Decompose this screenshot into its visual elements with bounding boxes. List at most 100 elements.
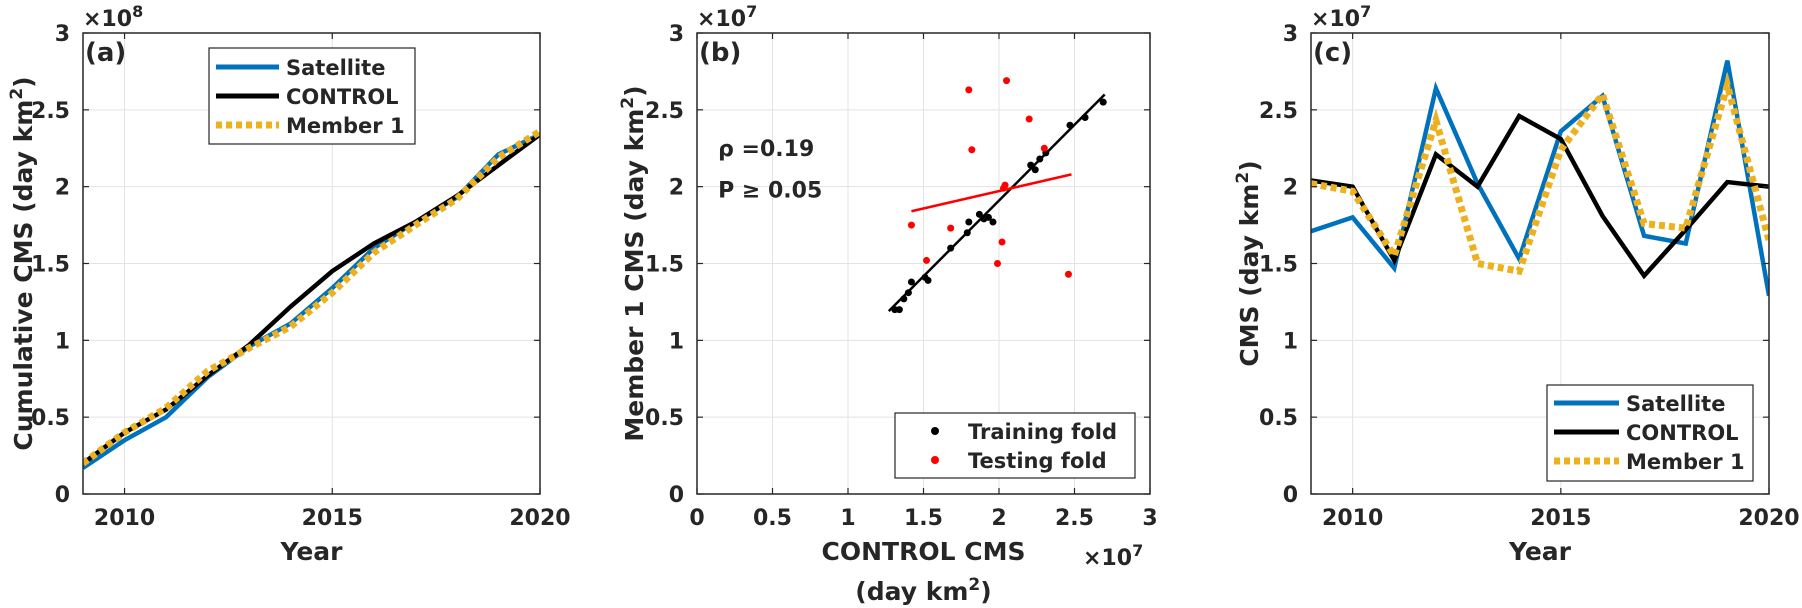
y-tick-label: 1.5 bbox=[31, 253, 70, 278]
point-testing-fold bbox=[993, 260, 1001, 267]
exponent-base: ×10 bbox=[697, 7, 746, 32]
units-end: ) bbox=[980, 577, 991, 606]
legend: Training fold Testing fold bbox=[894, 412, 1136, 479]
y-label-end: ) bbox=[620, 85, 649, 96]
series-line-control bbox=[1311, 112, 1769, 280]
y-axis-label: Cumulative CMS (day km2) bbox=[7, 76, 38, 450]
x-tick-label: 2010 bbox=[94, 506, 155, 531]
x-tick-label: 1 bbox=[840, 506, 855, 531]
y-tick-label: 2.5 bbox=[31, 99, 70, 124]
plot-area bbox=[83, 128, 540, 470]
point-training-fold bbox=[895, 306, 903, 314]
panel-b: ρ =0.19 P ≥ 0.05 0 0.5 1 1.5 2 2.5 3 0 0.5 1 1.5 2 2.5… bbox=[618, 2, 1158, 607]
y-label-end: ) bbox=[1235, 160, 1264, 171]
panel-label: (c) bbox=[1313, 38, 1352, 68]
y-tick-label: 0.5 bbox=[31, 406, 70, 431]
point-training-fold bbox=[924, 276, 932, 284]
y-tick-label: 0.5 bbox=[1259, 406, 1298, 431]
x-axis-label-units: (day km2) bbox=[855, 575, 991, 606]
x-tick-label: 2 bbox=[991, 506, 1006, 531]
legend-marker bbox=[931, 427, 939, 435]
point-training-fold bbox=[1031, 166, 1039, 174]
exponent-power: 7 bbox=[1132, 541, 1143, 560]
exponent-base: ×10 bbox=[1083, 546, 1132, 571]
legend-label: Satellite bbox=[1626, 392, 1725, 416]
y-tick-label: 3 bbox=[55, 22, 70, 47]
point-training-fold bbox=[907, 278, 915, 286]
point-testing-fold bbox=[1025, 115, 1033, 123]
exponent-base: ×10 bbox=[1311, 7, 1360, 32]
x-tick-label: 1.5 bbox=[904, 506, 943, 531]
y-label-sup: 2 bbox=[1233, 172, 1253, 184]
y-label-text: Member 1 CMS (day km bbox=[620, 109, 649, 442]
y-label-text: CMS (day km bbox=[1235, 184, 1264, 367]
exponent-base: ×10 bbox=[83, 7, 132, 32]
annotation-rho: ρ =0.19 bbox=[718, 137, 814, 162]
legend-label: Testing fold bbox=[968, 449, 1107, 473]
y-tick-label: 0 bbox=[669, 483, 684, 508]
ticks bbox=[1311, 32, 1770, 495]
point-testing-fold bbox=[968, 146, 976, 154]
y-tick-label: 1 bbox=[1283, 329, 1298, 354]
y-tick-label: 1 bbox=[55, 329, 70, 354]
legend-label: CONTROL bbox=[286, 85, 399, 109]
y-tick-label: 0.5 bbox=[645, 406, 684, 431]
testing-fit-line bbox=[911, 173, 1072, 213]
point-testing-fold bbox=[907, 221, 915, 229]
legend: Satellite CONTROL Member 1 bbox=[208, 47, 416, 145]
x-tick-label: 2020 bbox=[509, 506, 570, 531]
y-tick-label: 2 bbox=[669, 176, 684, 201]
x-axis-label: CONTROL CMS bbox=[822, 537, 1026, 566]
y-tick-label: 2.5 bbox=[1259, 99, 1298, 124]
series-line-member-1 bbox=[1311, 72, 1769, 276]
y-axis-label: CMS (day km2) bbox=[1233, 160, 1264, 366]
x-tick-label: 2020 bbox=[1738, 506, 1799, 531]
y-label-sup: 2 bbox=[618, 97, 638, 109]
point-training-fold bbox=[1036, 155, 1044, 163]
y-tick-label: 2 bbox=[55, 176, 70, 201]
legend-label: Satellite bbox=[286, 56, 385, 80]
ticks bbox=[696, 32, 1151, 495]
x-tick-label: 2015 bbox=[302, 506, 363, 531]
point-training-fold bbox=[904, 289, 912, 297]
annotation-p: P ≥ 0.05 bbox=[718, 178, 822, 203]
point-testing-fold bbox=[1001, 181, 1009, 189]
legend: Satellite CONTROL Member 1 bbox=[1546, 384, 1754, 482]
point-training-fold bbox=[975, 210, 983, 218]
x-tick-label: 0 bbox=[689, 506, 704, 531]
panel-label: (b) bbox=[699, 38, 741, 68]
x-tick-label: 3 bbox=[1142, 506, 1157, 531]
y-tick-label: 1.5 bbox=[645, 253, 684, 278]
y-tick-label: 3 bbox=[1283, 22, 1298, 47]
x-exponent-label: ×107 bbox=[1083, 541, 1143, 572]
y-label-sup: 2 bbox=[7, 88, 27, 100]
y-label-text: Cumulative CMS (day km bbox=[9, 100, 38, 451]
legend-label: Training fold bbox=[968, 420, 1117, 444]
y-tick-label: 1.5 bbox=[1259, 253, 1298, 278]
y-exponent-label: ×107 bbox=[1311, 2, 1371, 33]
point-training-fold bbox=[1081, 114, 1089, 122]
ticks bbox=[83, 32, 541, 495]
point-training-fold bbox=[1099, 98, 1107, 106]
point-training-fold bbox=[963, 229, 971, 237]
x-axis-label: Year bbox=[1508, 537, 1572, 566]
point-testing-fold bbox=[1003, 77, 1011, 85]
legend-marker bbox=[931, 456, 939, 464]
series-line-satellite bbox=[1311, 60, 1769, 297]
y-label-end: ) bbox=[9, 76, 38, 87]
plot-area bbox=[887, 77, 1107, 314]
panel-a: 2010 2015 2020 0 0.5 1 1.5 2 2.5 3 ×108 (a) Year Cumu… bbox=[7, 2, 571, 567]
point-training-fold bbox=[965, 218, 973, 226]
point-testing-fold bbox=[947, 224, 955, 232]
y-tick-label: 2.5 bbox=[645, 99, 684, 124]
legend-label: Member 1 bbox=[1626, 450, 1745, 474]
point-training-fold bbox=[947, 244, 955, 252]
point-testing-fold bbox=[923, 256, 931, 264]
point-testing-fold bbox=[1040, 144, 1048, 152]
y-exponent-label: ×107 bbox=[697, 2, 757, 33]
x-tick-label: 2015 bbox=[1530, 506, 1591, 531]
legend-label: Member 1 bbox=[286, 114, 405, 138]
units-text: (day km bbox=[855, 577, 968, 606]
y-tick-label: 2 bbox=[1283, 176, 1298, 201]
